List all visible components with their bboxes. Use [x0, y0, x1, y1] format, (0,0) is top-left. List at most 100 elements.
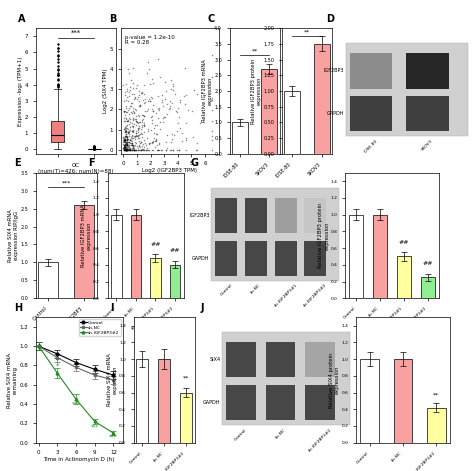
Legend: Control, sh-NC, sh-IGF2BP3#2: Control, sh-NC, sh-IGF2BP3#2 [79, 319, 120, 336]
Point [126, 136, 133, 144]
Point [120, 142, 128, 149]
Point [120, 135, 128, 142]
Point [120, 144, 128, 151]
Point [156, 73, 164, 81]
Point [144, 146, 152, 154]
Point [154, 55, 162, 63]
Text: **: ** [252, 49, 258, 53]
Point [142, 107, 149, 115]
Point [134, 146, 142, 154]
Point [121, 143, 129, 150]
Point [130, 143, 137, 150]
Point [128, 135, 136, 142]
Bar [427, 407, 446, 443]
Point [125, 128, 133, 135]
Bar [304, 241, 327, 276]
Point [147, 126, 155, 134]
Point [129, 145, 137, 152]
Text: ***: *** [71, 30, 81, 36]
Point [159, 119, 167, 126]
Point [149, 138, 156, 146]
Point [125, 114, 132, 122]
Point [120, 138, 128, 146]
Point [138, 89, 146, 97]
Point [122, 126, 130, 133]
Point [123, 140, 131, 147]
Point [173, 108, 180, 115]
Bar [397, 256, 410, 298]
Bar [304, 198, 327, 233]
Point [127, 146, 134, 154]
Point [166, 146, 173, 154]
Point [133, 142, 140, 150]
Point [120, 137, 128, 144]
Point [208, 94, 216, 102]
Point [130, 145, 138, 152]
Point [137, 146, 145, 154]
Point [125, 146, 133, 153]
Point [120, 107, 128, 115]
Point [163, 131, 171, 139]
Point [123, 122, 131, 129]
Text: ***: *** [109, 435, 118, 440]
Point [129, 107, 137, 115]
Point [208, 133, 216, 140]
Point [123, 146, 130, 154]
Text: G: G [190, 158, 198, 169]
Point [133, 118, 141, 125]
Point [131, 146, 139, 154]
Bar [265, 342, 295, 377]
Point [125, 145, 133, 153]
Point [145, 139, 153, 146]
Point [132, 117, 140, 124]
Point [120, 146, 128, 154]
Point [128, 146, 135, 154]
Point [134, 131, 141, 139]
Point [130, 120, 138, 128]
Point [149, 139, 156, 146]
Point [126, 120, 133, 128]
Point [158, 91, 166, 99]
Point [121, 123, 129, 131]
Point [121, 88, 129, 96]
Point [129, 141, 137, 149]
Point [119, 144, 127, 152]
Point [125, 144, 132, 151]
Point [124, 128, 132, 136]
Point [120, 146, 128, 154]
Point [133, 129, 140, 137]
Point [123, 146, 130, 154]
Point [128, 142, 136, 149]
Point [122, 146, 130, 154]
Point [120, 137, 128, 145]
X-axis label: Time in Actinomycin D (h): Time in Actinomycin D (h) [44, 457, 115, 462]
Point [135, 146, 142, 154]
Point [150, 107, 157, 115]
Point [128, 127, 136, 135]
Point [122, 127, 130, 135]
Point [128, 90, 136, 98]
Point [124, 136, 131, 143]
Point [134, 134, 142, 142]
Point [131, 146, 138, 154]
Point [137, 138, 145, 146]
Point [124, 144, 131, 152]
Point [121, 142, 128, 149]
Point [128, 141, 136, 148]
Point [182, 146, 190, 154]
Point [122, 132, 129, 139]
Point [125, 146, 133, 154]
Point [131, 115, 139, 122]
Bar [180, 392, 192, 443]
Point [143, 141, 150, 148]
Text: GAPDH: GAPDH [203, 400, 220, 405]
Point [154, 92, 162, 99]
Point [122, 122, 129, 130]
Point [131, 132, 139, 139]
Point [123, 139, 131, 146]
Text: GAPDH: GAPDH [327, 111, 345, 116]
Point [127, 146, 135, 154]
Point [146, 81, 154, 88]
Point [174, 119, 182, 126]
Point [122, 146, 130, 153]
